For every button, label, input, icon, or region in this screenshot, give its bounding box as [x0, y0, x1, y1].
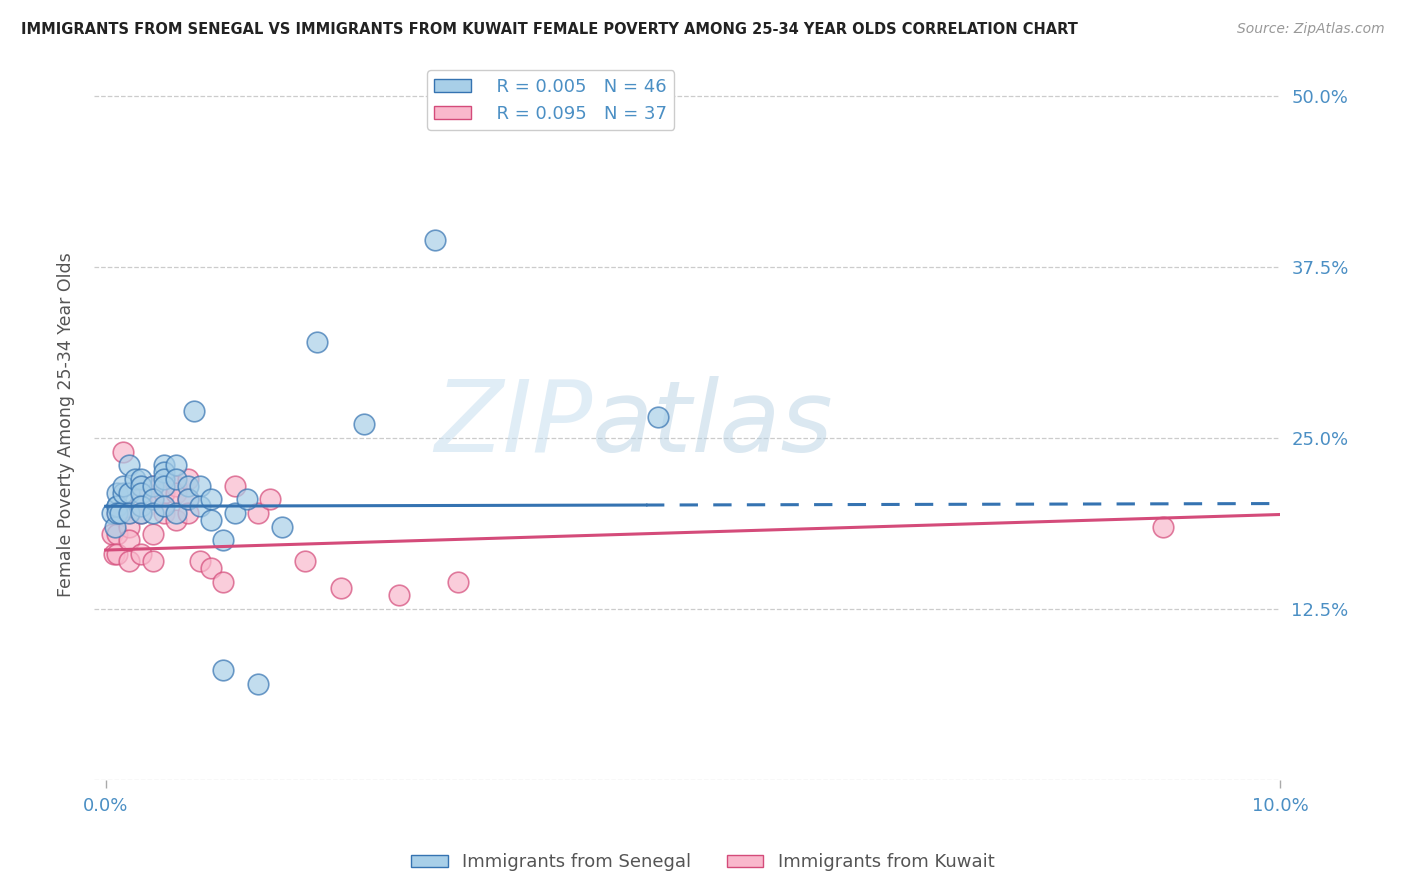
Point — [142, 479, 165, 493]
Point — [118, 485, 141, 500]
Point — [104, 520, 127, 534]
Point — [129, 547, 152, 561]
Point — [142, 526, 165, 541]
Point — [165, 479, 187, 493]
Point — [353, 417, 375, 432]
Point — [129, 485, 152, 500]
Point — [307, 335, 329, 350]
Point — [107, 506, 129, 520]
Point — [165, 506, 187, 520]
Point — [107, 547, 129, 561]
Point — [294, 554, 316, 568]
Text: ZIP: ZIP — [434, 376, 592, 473]
Point — [142, 554, 165, 568]
Point — [647, 410, 669, 425]
Point — [165, 485, 187, 500]
Point — [124, 472, 146, 486]
Point — [129, 506, 152, 520]
Legend: Immigrants from Senegal, Immigrants from Kuwait: Immigrants from Senegal, Immigrants from… — [405, 847, 1001, 879]
Point — [235, 492, 257, 507]
Point — [177, 506, 200, 520]
Point — [153, 500, 176, 514]
Point — [212, 574, 235, 589]
Point — [188, 500, 211, 514]
Point — [247, 506, 270, 520]
Point — [107, 506, 129, 520]
Point — [1152, 520, 1174, 534]
Point — [112, 479, 135, 493]
Point — [107, 485, 129, 500]
Point — [153, 458, 176, 473]
Text: Source: ZipAtlas.com: Source: ZipAtlas.com — [1237, 22, 1385, 37]
Point — [129, 472, 152, 486]
Point — [142, 506, 165, 520]
Point — [177, 472, 200, 486]
Point — [177, 492, 200, 507]
Point — [200, 513, 222, 527]
Point — [118, 506, 141, 520]
Point — [129, 479, 152, 493]
Point — [200, 561, 222, 575]
Point — [212, 533, 235, 548]
Text: IMMIGRANTS FROM SENEGAL VS IMMIGRANTS FROM KUWAIT FEMALE POVERTY AMONG 25-34 YEA: IMMIGRANTS FROM SENEGAL VS IMMIGRANTS FR… — [21, 22, 1078, 37]
Point — [118, 458, 141, 473]
Point — [129, 479, 152, 493]
Point — [188, 479, 211, 493]
Point — [118, 554, 141, 568]
Point — [108, 506, 131, 520]
Point — [100, 506, 122, 520]
Point — [129, 506, 152, 520]
Point — [153, 506, 176, 520]
Point — [107, 500, 129, 514]
Point — [118, 520, 141, 534]
Point — [188, 554, 211, 568]
Point — [129, 492, 152, 507]
Point — [224, 506, 246, 520]
Point — [183, 403, 205, 417]
Point — [224, 479, 246, 493]
Point — [447, 574, 470, 589]
Point — [118, 506, 141, 520]
Point — [212, 664, 235, 678]
Point — [129, 500, 152, 514]
Point — [165, 513, 187, 527]
Point — [142, 492, 165, 507]
Point — [112, 444, 135, 458]
Point — [142, 479, 165, 493]
Point — [259, 492, 281, 507]
Point — [200, 492, 222, 507]
Point — [423, 233, 446, 247]
Point — [107, 500, 129, 514]
Point — [165, 472, 187, 486]
Point — [153, 479, 176, 493]
Point — [247, 677, 270, 691]
Point — [103, 547, 125, 561]
Y-axis label: Female Poverty Among 25-34 Year Olds: Female Poverty Among 25-34 Year Olds — [58, 252, 75, 597]
Point — [270, 520, 292, 534]
Legend:   R = 0.005   N = 46,   R = 0.095   N = 37: R = 0.005 N = 46, R = 0.095 N = 37 — [427, 70, 675, 130]
Point — [153, 472, 176, 486]
Point — [107, 526, 129, 541]
Point — [177, 479, 200, 493]
Point — [329, 582, 352, 596]
Point — [153, 465, 176, 479]
Point — [177, 492, 200, 507]
Point — [142, 492, 165, 507]
Point — [388, 588, 411, 602]
Point — [100, 526, 122, 541]
Point — [153, 485, 176, 500]
Point — [165, 458, 187, 473]
Text: atlas: atlas — [592, 376, 834, 473]
Point — [118, 533, 141, 548]
Point — [112, 485, 135, 500]
